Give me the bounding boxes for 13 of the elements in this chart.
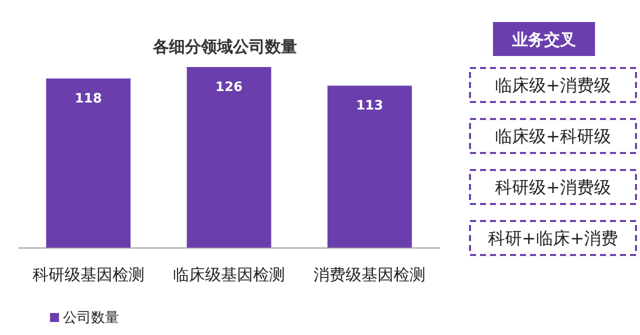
data-label: 113 [356,98,384,114]
data-label: 126 [215,80,243,95]
text: 业务交叉 [511,30,576,49]
data-label: 118 [74,91,102,106]
text: 科研+临床+消费 [488,229,618,249]
chart-title: 各细分领域公司数量 [152,37,297,56]
text: 临床级+消费级 [494,76,612,96]
x-tick-label: 消费级基因检测 [314,265,426,284]
legend-label: 公司数量 [63,310,119,326]
text: 科研级+消费级 [494,178,612,198]
x-tick-label: 临床级基因检测 [173,265,285,284]
text: 临床级+科研级 [494,127,612,147]
x-tick-label: 科研级基因检测 [32,265,144,284]
